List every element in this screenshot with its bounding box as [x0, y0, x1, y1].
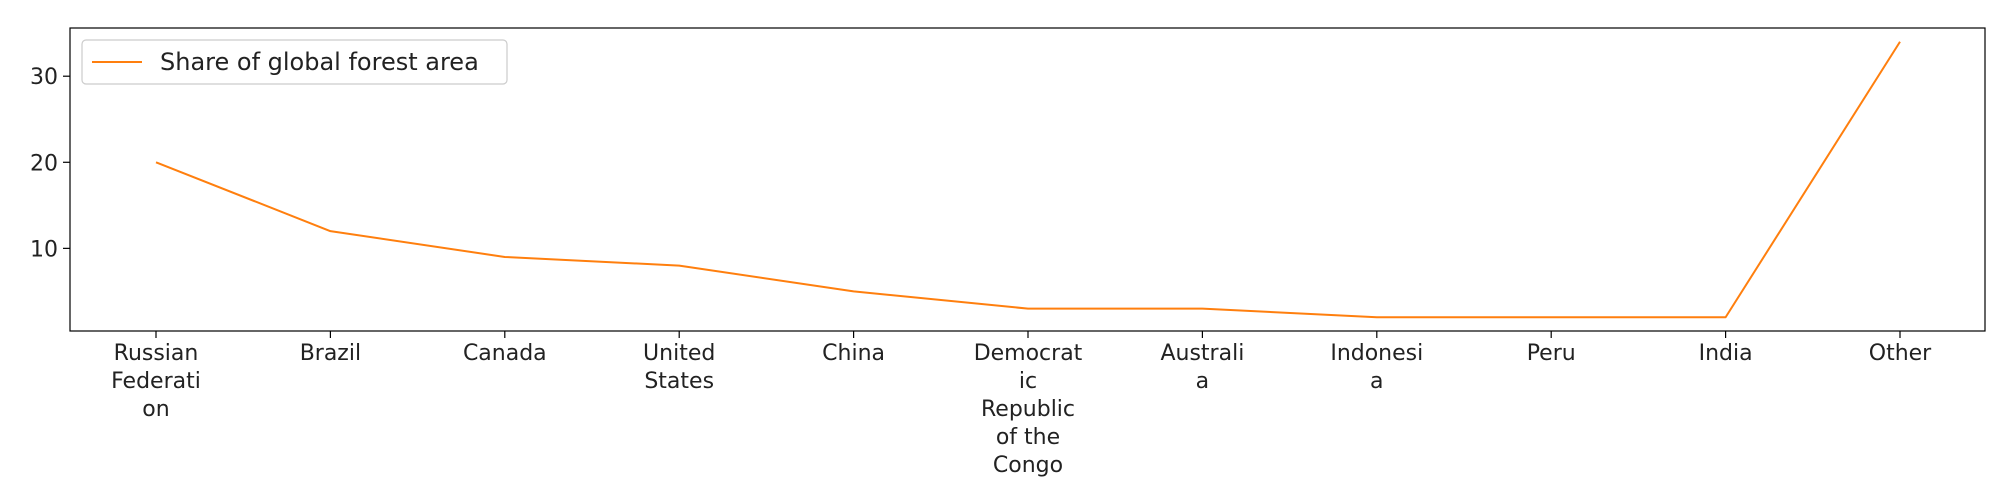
- x-tick-label-line: United: [643, 341, 715, 366]
- x-tick-label-line: Federati: [111, 369, 201, 394]
- x-tick-label: Australi a: [1160, 341, 1244, 394]
- x-tick-label-line: Russian: [114, 341, 199, 366]
- y-tick-label: 20: [30, 151, 58, 176]
- x-tick-label-line: Canada: [463, 341, 547, 366]
- x-tick-label: Democrat ic Republic of the Congo: [974, 341, 1083, 478]
- x-tick-label-line: States: [644, 369, 714, 394]
- series-layer: [155, 41, 1901, 319]
- x-tick-label: Russian Federati on: [111, 341, 201, 422]
- x-tick-label-line: Other: [1869, 341, 1932, 366]
- legend-box: [81, 39, 508, 85]
- x-tick-label-line: ic: [1019, 369, 1037, 394]
- y-axis: 10 20 30: [30, 65, 70, 262]
- x-tick-label-line: Republic: [981, 397, 1075, 422]
- x-tick-label-line: China: [822, 341, 885, 366]
- legend: Share of global forest area: [81, 39, 508, 85]
- x-tick-label-line: of the: [996, 425, 1060, 450]
- x-tick-label-line: Brazil: [300, 341, 361, 366]
- x-tick-label-line: on: [142, 397, 169, 422]
- x-tick-label-line: a: [1196, 369, 1209, 394]
- legend-label: Share of global forest area: [160, 48, 479, 76]
- x-tick-label-line: India: [1699, 341, 1753, 366]
- x-tick-label: Canada: [463, 341, 547, 366]
- x-tick-label-line: a: [1370, 369, 1383, 394]
- x-tick-label-line: Democrat: [974, 341, 1083, 366]
- x-tick-label: United States: [643, 341, 715, 394]
- series-line: [155, 41, 1901, 319]
- x-tick-label: Other: [1869, 341, 1932, 366]
- x-tick-label-line: Australi: [1160, 341, 1244, 366]
- x-tick-label-line: Congo: [993, 453, 1063, 478]
- x-tick-label: Brazil: [300, 341, 361, 366]
- y-tick-label: 10: [30, 237, 58, 262]
- x-tick-label: Peru: [1527, 341, 1576, 366]
- x-tick-label: China: [822, 341, 885, 366]
- x-tick-label: Indonesi a: [1330, 341, 1423, 394]
- x-tick-label: India: [1699, 341, 1753, 366]
- y-tick-label: 30: [30, 65, 58, 90]
- x-tick-label-line: Peru: [1527, 341, 1576, 366]
- x-tick-label-line: Indonesi: [1330, 341, 1423, 366]
- x-axis: Russian Federati on Brazil Canada United State…: [111, 331, 1932, 478]
